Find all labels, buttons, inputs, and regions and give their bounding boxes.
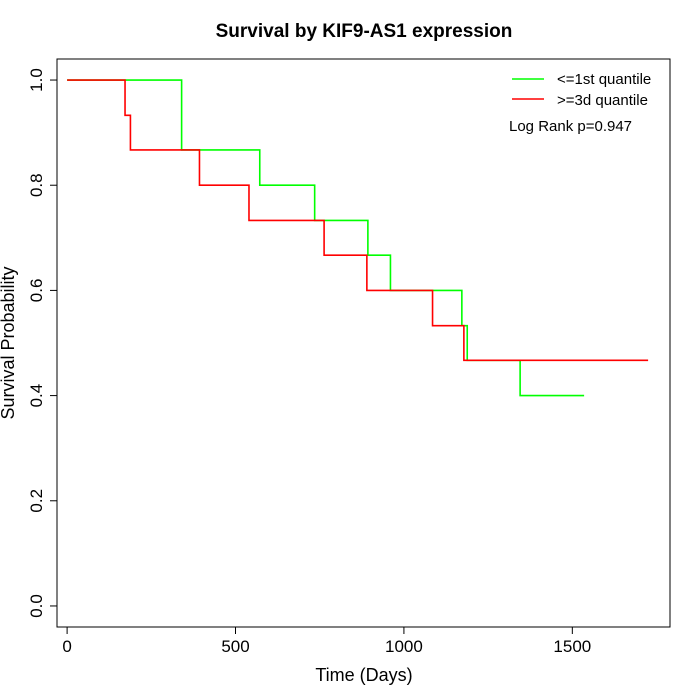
legend: <=1st quantile >=3d quantile	[512, 71, 651, 109]
y-tick-label: 1.0	[27, 68, 46, 92]
chart-title: Survival by KIF9-AS1 expression	[216, 21, 513, 42]
x-axis: 0 500 1000 1500	[62, 627, 591, 656]
plot-area-frame	[56, 58, 671, 628]
legend-label-series-2: >=3d quantile	[557, 92, 648, 109]
x-tick-label: 1500	[553, 637, 591, 656]
survival-curve-series-1	[67, 79, 585, 397]
x-tick-label: 500	[221, 637, 249, 656]
log-rank-annotation: Log Rank p=0.947	[509, 118, 632, 135]
legend-label-series-1: <=1st quantile	[557, 71, 651, 88]
y-tick-label: 0.4	[27, 384, 46, 408]
y-tick-label: 0.8	[27, 173, 46, 197]
y-axis: 0.0 0.2 0.4 0.6 0.8 1.0	[27, 68, 57, 618]
y-axis-label: Survival Probability	[0, 266, 18, 419]
x-tick-label: 0	[62, 637, 71, 656]
x-tick-label: 1000	[385, 637, 423, 656]
series-layer	[67, 79, 649, 397]
x-axis-label: Time (Days)	[315, 665, 412, 685]
survival-curve-series-2	[67, 79, 649, 362]
y-tick-label: 0.2	[27, 489, 46, 513]
y-tick-label: 0.6	[27, 279, 46, 303]
y-tick-label: 0.0	[27, 594, 46, 618]
